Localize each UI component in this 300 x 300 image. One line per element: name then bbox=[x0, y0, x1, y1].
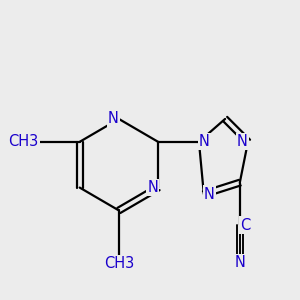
Text: CH3: CH3 bbox=[104, 256, 134, 271]
Text: N: N bbox=[199, 134, 210, 149]
Text: CH3: CH3 bbox=[9, 134, 39, 149]
Text: N: N bbox=[147, 180, 158, 195]
Text: N: N bbox=[204, 187, 215, 202]
Text: N: N bbox=[108, 112, 119, 127]
Text: C: C bbox=[240, 218, 250, 233]
Text: N: N bbox=[237, 134, 248, 149]
Text: N: N bbox=[234, 255, 245, 270]
